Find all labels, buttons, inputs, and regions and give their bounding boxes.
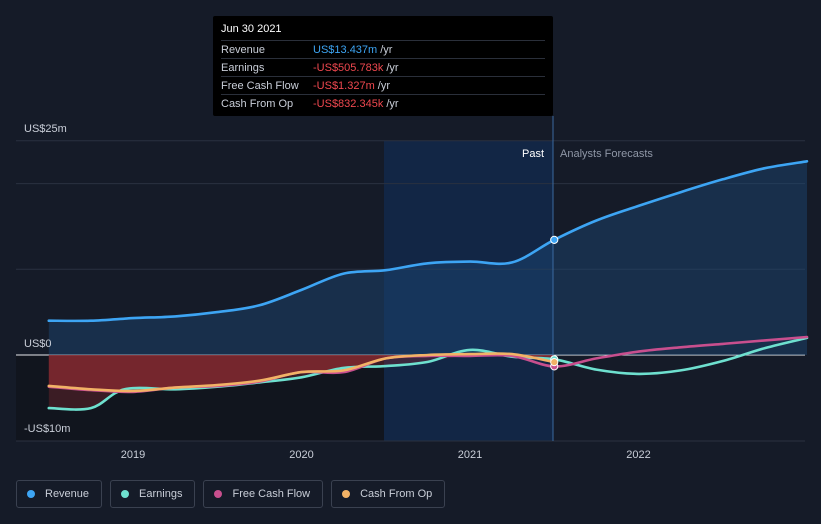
tooltip-unit: /yr [377, 79, 390, 92]
marker-cash-from-op [550, 358, 559, 367]
legend-dot-icon [342, 490, 351, 498]
x-tick-label: 2022 [626, 449, 650, 461]
series-line-earnings [47, 336, 809, 411]
tooltip-row-revenue: Revenue US$13.437m /yr [221, 40, 545, 58]
negative-area-secondary [48, 354, 555, 410]
tooltip-unit: /yr [380, 43, 393, 56]
highlight-markers [550, 235, 559, 371]
x-tick-label: 2020 [289, 449, 313, 461]
revenue-area [48, 161, 808, 355]
x-axis-ticks: 2019 2020 2021 2022 [121, 449, 651, 461]
legend-label: Revenue [45, 488, 90, 500]
tooltip-value: -US$1.327m [313, 79, 375, 92]
chart-legend: Revenue Earnings Free Cash Flow Cash Fro… [16, 480, 446, 508]
legend-label: Free Cash Flow [232, 488, 311, 500]
tooltip-label: Cash From Op [221, 97, 294, 110]
x-tick-label: 2019 [121, 449, 145, 461]
legend-item-revenue[interactable]: Revenue [16, 480, 103, 508]
tooltip-row-cash-from-op: Cash From Op -US$832.345k /yr [221, 94, 545, 112]
tooltip-unit: /yr [386, 61, 399, 74]
y-axis-label-zero: US$0 [24, 338, 52, 350]
past-period-band [384, 141, 553, 441]
forecast-label: Analysts Forecasts [560, 148, 653, 160]
legend-dot-icon [214, 490, 223, 498]
tooltip-value: -US$832.345k [313, 97, 384, 110]
legend-item-earnings[interactable]: Earnings [110, 480, 196, 508]
past-label: Past [522, 148, 544, 160]
x-tick-label: 2021 [458, 449, 482, 461]
tooltip-value: US$13.437m [313, 43, 378, 56]
y-axis-label-bottom: -US$10m [24, 423, 70, 435]
negative-earnings-area [48, 354, 555, 392]
area-fills [48, 161, 808, 410]
legend-dot-icon [27, 490, 35, 498]
tooltip-label: Revenue [221, 43, 266, 56]
y-axis-label-top: US$25m [24, 123, 67, 135]
series-line-cash-from-op [47, 352, 556, 393]
tooltip-row-earnings: Earnings -US$505.783k /yr [221, 58, 545, 76]
series-line-revenue [47, 160, 809, 323]
tooltip-date: Jun 30 2021 [221, 23, 282, 35]
tooltip-value: -US$505.783k [313, 61, 384, 74]
tooltip-unit: /yr [386, 97, 399, 110]
legend-label: Earnings [139, 488, 183, 500]
marker-revenue [550, 235, 559, 244]
series-lines [47, 160, 809, 411]
legend-item-free-cash-flow[interactable]: Free Cash Flow [203, 480, 324, 508]
tooltip-label: Free Cash Flow [221, 79, 299, 92]
data-tooltip: Jun 30 2021 Revenue US$13.437m /yr Earni… [213, 16, 553, 116]
legend-label: Cash From Op [360, 488, 433, 500]
legend-dot-icon [121, 490, 130, 498]
tooltip-row-free-cash-flow: Free Cash Flow -US$1.327m /yr [221, 76, 545, 94]
tooltip-label: Earnings [221, 61, 265, 74]
legend-item-cash-from-op[interactable]: Cash From Op [331, 480, 446, 508]
